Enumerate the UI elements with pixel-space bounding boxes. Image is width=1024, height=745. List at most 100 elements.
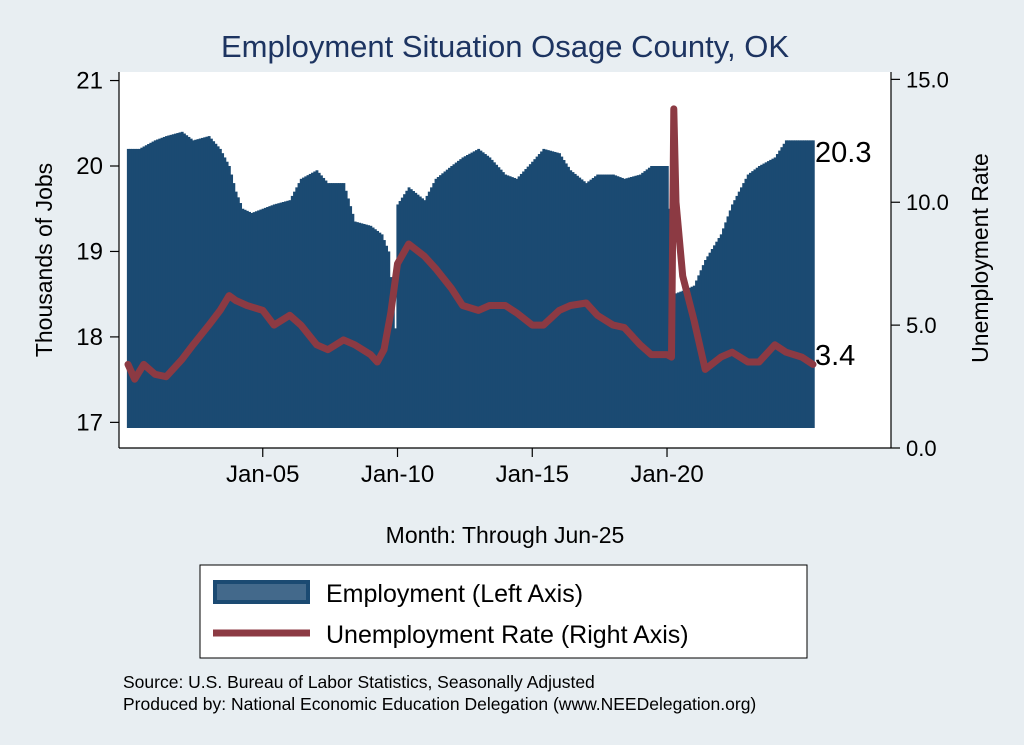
- employment-bar: [528, 164, 532, 429]
- employment-bar: [391, 302, 395, 428]
- employment-bar: [277, 203, 281, 428]
- employment-bar: [355, 222, 359, 428]
- employment-bar: [757, 166, 761, 428]
- employment-bar: [533, 159, 537, 428]
- employment-bar: [760, 164, 764, 428]
- employment-bar: [569, 170, 573, 428]
- employment-bar: [178, 132, 182, 428]
- employment-bar: [241, 208, 245, 428]
- employment-bar: [708, 252, 712, 428]
- employment-bar: [627, 177, 631, 428]
- employment-bar: [526, 166, 530, 429]
- employment-bar: [616, 176, 620, 428]
- employment-bar: [333, 183, 337, 428]
- employment-bar: [811, 140, 815, 429]
- employment-bar: [293, 191, 296, 428]
- employment-bar: [200, 137, 204, 429]
- employment-bar: [495, 164, 499, 428]
- employment-bar: [135, 148, 139, 428]
- employment-bar: [329, 183, 332, 428]
- employment-bar: [140, 147, 144, 428]
- employment-bar: [358, 222, 362, 428]
- employment-bar: [459, 159, 463, 428]
- employment-bar: [807, 140, 811, 429]
- employment-bar: [706, 256, 710, 428]
- chart-title: Employment Situation Osage County, OK: [221, 29, 789, 64]
- employment-bar: [434, 178, 438, 428]
- employment-bar: [513, 177, 517, 428]
- x-tick-label: Jan-10: [361, 461, 434, 488]
- employment-bar: [499, 169, 503, 428]
- employment-bar: [367, 225, 371, 428]
- y-axis-right-label: Unemployment Rate: [967, 153, 993, 363]
- employment-bar: [551, 151, 555, 428]
- employment-bar: [445, 169, 449, 428]
- employment-bar: [304, 176, 308, 428]
- employment-bar: [315, 170, 319, 428]
- employment-bar: [194, 139, 198, 428]
- legend-label-employment: Employment (Left Axis): [326, 580, 583, 608]
- employment-bar: [600, 174, 604, 428]
- employment-bar: [187, 136, 191, 428]
- employment-bar: [129, 148, 132, 428]
- employment-bar: [710, 249, 714, 428]
- employment-bar: [780, 147, 784, 428]
- employment-bar: [713, 245, 716, 428]
- right-ticks: 0.0 5.0 10.0 15.0: [891, 67, 949, 461]
- employment-bar: [778, 150, 782, 428]
- employment-bar: [340, 183, 344, 428]
- employment-bar: [519, 173, 523, 428]
- employment-bar: [369, 225, 373, 428]
- employment-bar: [412, 191, 415, 428]
- employment-bar: [677, 292, 680, 428]
- employment-bar: [448, 167, 451, 428]
- employment-bar: [483, 154, 487, 429]
- employment-bar: [692, 285, 696, 428]
- employment-bar: [317, 172, 321, 428]
- employment-bar: [715, 241, 719, 428]
- employment-bar: [147, 144, 150, 428]
- employment-bar: [250, 213, 254, 428]
- employment-bar: [405, 190, 409, 428]
- employment-bar: [436, 176, 440, 428]
- employment-bar: [416, 194, 420, 428]
- employment-bar: [409, 189, 413, 428]
- employment-bar: [162, 136, 166, 428]
- employment-bar: [506, 175, 510, 428]
- employment-bar: [474, 150, 478, 428]
- legend: Employment (Left Axis) Unemployment Rate…: [199, 564, 808, 659]
- employment-bar: [686, 288, 689, 428]
- left-tick-label: 18: [76, 324, 103, 351]
- unemployment-line: [124, 105, 817, 383]
- employment-bar: [751, 171, 755, 428]
- employment-bar: [744, 178, 748, 428]
- employment-bar: [542, 148, 546, 428]
- employment-bar: [607, 174, 611, 428]
- employment-bar: [594, 176, 597, 428]
- employment-bar: [198, 138, 202, 428]
- employment-bar: [346, 198, 350, 428]
- employment-bar: [477, 148, 481, 428]
- employment-bar: [324, 180, 328, 428]
- employment-bar: [704, 260, 707, 428]
- employment-bar: [342, 183, 346, 428]
- employment-bar: [295, 187, 299, 428]
- employment-bar: [468, 153, 472, 429]
- employment-bar: [645, 169, 649, 429]
- employment-bar: [798, 140, 802, 429]
- employment-bar: [311, 172, 314, 428]
- employment-bar: [641, 172, 645, 428]
- employment-bar: [234, 191, 238, 428]
- employment-bar: [461, 157, 465, 428]
- employment-bar: [275, 203, 278, 428]
- employment-bar: [279, 202, 283, 428]
- employment-bar: [524, 169, 528, 429]
- employment-bar: [171, 134, 175, 428]
- employment-bar: [400, 197, 404, 428]
- employment-bar: [176, 133, 180, 429]
- employment-bar: [560, 156, 564, 428]
- employment-bar: [796, 140, 800, 429]
- employment-bar: [261, 208, 265, 428]
- employment-bar: [629, 176, 633, 428]
